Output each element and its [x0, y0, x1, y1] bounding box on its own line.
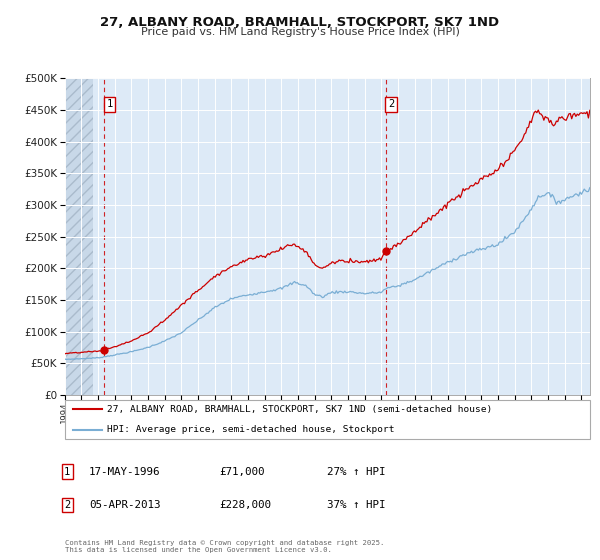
- FancyBboxPatch shape: [65, 400, 590, 439]
- Text: 17-MAY-1996: 17-MAY-1996: [89, 466, 160, 477]
- Text: 27, ALBANY ROAD, BRAMHALL, STOCKPORT, SK7 1ND: 27, ALBANY ROAD, BRAMHALL, STOCKPORT, SK…: [100, 16, 500, 29]
- Text: 27% ↑ HPI: 27% ↑ HPI: [327, 466, 386, 477]
- Text: 05-APR-2013: 05-APR-2013: [89, 500, 160, 510]
- Bar: [65, 78, 93, 395]
- Text: 37% ↑ HPI: 37% ↑ HPI: [327, 500, 386, 510]
- Text: 2: 2: [388, 99, 394, 109]
- Text: 1: 1: [64, 466, 70, 477]
- Text: Contains HM Land Registry data © Crown copyright and database right 2025.
This d: Contains HM Land Registry data © Crown c…: [65, 540, 384, 553]
- Text: 2: 2: [64, 500, 70, 510]
- Text: £71,000: £71,000: [219, 466, 265, 477]
- Text: Price paid vs. HM Land Registry's House Price Index (HPI): Price paid vs. HM Land Registry's House …: [140, 27, 460, 37]
- Text: £228,000: £228,000: [219, 500, 271, 510]
- Text: 27, ALBANY ROAD, BRAMHALL, STOCKPORT, SK7 1ND (semi-detached house): 27, ALBANY ROAD, BRAMHALL, STOCKPORT, SK…: [107, 405, 492, 414]
- Text: HPI: Average price, semi-detached house, Stockport: HPI: Average price, semi-detached house,…: [107, 425, 394, 434]
- Text: 1: 1: [106, 99, 113, 109]
